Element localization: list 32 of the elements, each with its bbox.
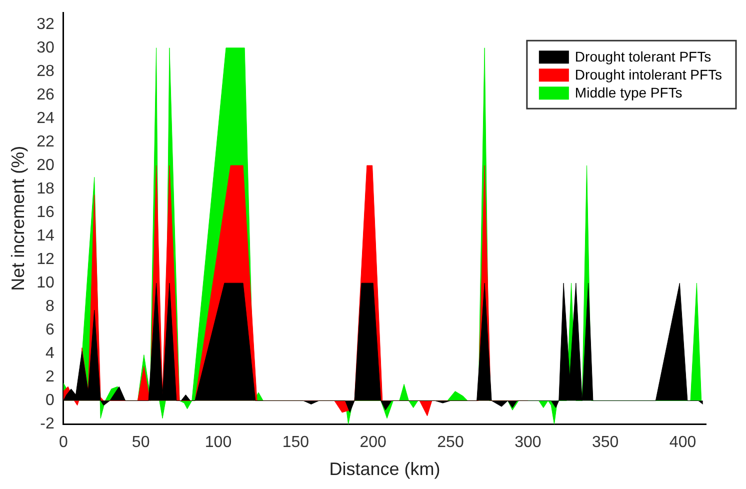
x-tick-label: 300 bbox=[514, 434, 542, 452]
x-tick-label: 250 bbox=[437, 434, 464, 452]
y-tick-label: 30 bbox=[36, 39, 54, 56]
y-tick-label: 2 bbox=[45, 368, 54, 386]
y-tick-label: 6 bbox=[45, 322, 54, 339]
legend-label: Drought tolerant PFTs bbox=[574, 48, 712, 64]
y-tick-label: -2 bbox=[40, 416, 54, 433]
legend-label: Middle type PFTs bbox=[574, 84, 682, 100]
y-tick-label: 24 bbox=[36, 110, 54, 127]
x-tick-label: 150 bbox=[282, 434, 310, 452]
x-tick-label: 400 bbox=[669, 434, 696, 452]
x-tick-label: 200 bbox=[360, 434, 387, 452]
y-tick-label: 18 bbox=[36, 180, 54, 198]
y-tick-label: 10 bbox=[36, 274, 54, 292]
y-tick-label: 26 bbox=[36, 86, 54, 104]
x-tick-label: 0 bbox=[58, 434, 68, 452]
y-tick-label: 20 bbox=[36, 156, 54, 174]
y-tick-label: 28 bbox=[36, 62, 54, 80]
y-tick-label: 12 bbox=[36, 250, 54, 268]
y-tick-label: 22 bbox=[36, 133, 54, 150]
y-tick-label: 16 bbox=[36, 204, 54, 221]
x-tick-label: 100 bbox=[204, 434, 232, 452]
x-tick-label: 50 bbox=[132, 434, 150, 452]
y-tick-label: 32 bbox=[36, 16, 54, 33]
y-tick-label: 4 bbox=[45, 345, 54, 362]
y-axis-title: Net increment (%) bbox=[8, 146, 28, 291]
x-tick-label: 350 bbox=[592, 434, 619, 452]
y-tick-label: 0 bbox=[45, 392, 54, 410]
y-tick-label: 14 bbox=[36, 227, 54, 244]
x-axis-title: Distance (km) bbox=[329, 459, 440, 480]
y-tick-label: 8 bbox=[45, 298, 54, 316]
legend-label: Drought intolerant PFTs bbox=[574, 66, 722, 82]
